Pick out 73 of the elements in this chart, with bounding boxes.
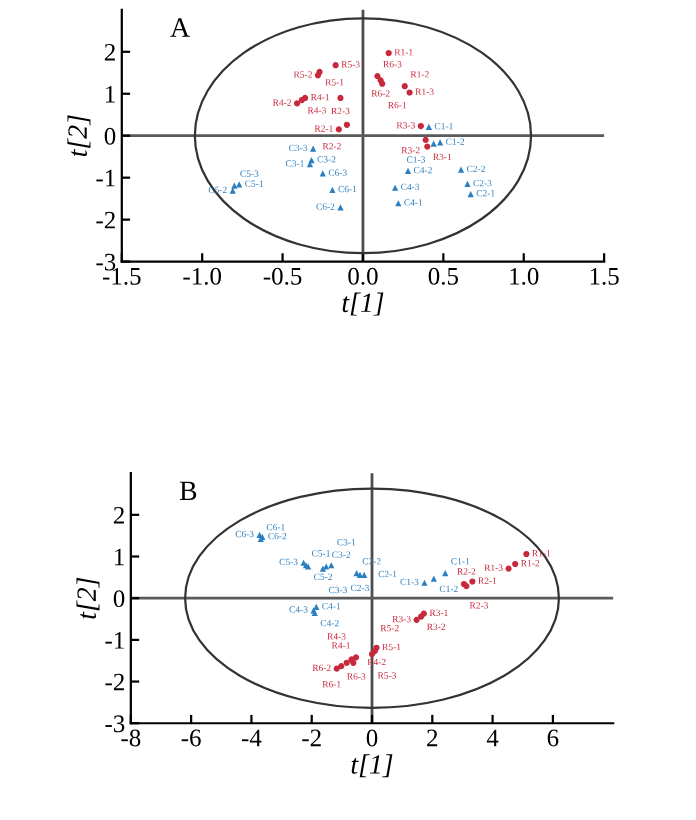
y-tick-label: -1	[96, 169, 115, 187]
point	[424, 143, 431, 150]
y-axis-title: t[2]	[76, 577, 100, 619]
x-tick-label: 2	[427, 729, 438, 747]
point	[413, 616, 420, 623]
chart-title: B	[179, 481, 197, 500]
point	[422, 136, 429, 144]
point	[404, 167, 412, 175]
point	[333, 665, 340, 672]
x-tick-label: -2	[302, 729, 321, 747]
point	[319, 565, 326, 572]
y-tick-label: -3	[96, 253, 116, 271]
point	[457, 166, 465, 173]
point	[512, 560, 519, 568]
point	[338, 663, 345, 670]
y-tick-label: -2	[105, 673, 124, 691]
point	[337, 204, 344, 211]
point	[310, 145, 317, 152]
point	[395, 200, 402, 207]
point	[392, 184, 399, 191]
point	[319, 170, 326, 177]
y-axis-title: t[2]	[67, 115, 91, 157]
point	[361, 571, 368, 578]
x-tick-label: 0.5	[428, 267, 458, 285]
x-tick-label: 1.5	[590, 267, 619, 285]
x-tick-label: -1.0	[183, 267, 222, 285]
point	[332, 62, 339, 69]
point	[343, 121, 350, 128]
x-tick-label: 0	[366, 729, 378, 747]
point	[406, 89, 413, 96]
y-tick-label: 2	[113, 506, 124, 524]
y-tick-label: 2	[104, 43, 115, 61]
point	[385, 49, 392, 57]
point	[421, 579, 428, 586]
point	[417, 122, 424, 130]
point	[335, 126, 342, 133]
y-tick-label: -2	[96, 211, 115, 229]
point	[323, 563, 330, 570]
point	[401, 83, 408, 90]
y-tick-label: -1	[105, 632, 124, 649]
point	[293, 100, 301, 107]
point	[229, 187, 236, 194]
point	[306, 161, 314, 168]
y-tick-label: 0	[104, 127, 116, 145]
point	[467, 190, 474, 198]
y-tick-label: 1	[105, 85, 115, 103]
point	[430, 575, 437, 582]
point	[337, 94, 344, 102]
point	[343, 659, 350, 666]
x-tick-label: -1.5	[102, 267, 141, 285]
point	[425, 123, 432, 130]
point	[505, 565, 512, 572]
x-tick-label: 1.0	[510, 267, 539, 285]
x-tick-label: 0.0	[348, 267, 378, 285]
point	[523, 550, 530, 558]
y-tick-label: -3	[105, 715, 125, 733]
x-axis-title: t[1]	[351, 754, 393, 778]
x-tick-label: 6	[547, 729, 559, 747]
x-axis-title: t[1]	[342, 292, 384, 316]
x-tick-label: -6	[181, 729, 201, 747]
x-tick-label: -4	[241, 729, 262, 747]
chart-title: A	[170, 18, 190, 37]
y-tick-label: 1	[114, 548, 124, 566]
point	[231, 182, 238, 189]
point	[437, 139, 444, 146]
x-tick-label: -8	[121, 729, 141, 747]
x-tick-label: -0.5	[263, 267, 302, 285]
y-tick-label: 0	[113, 590, 125, 608]
point	[329, 186, 336, 193]
point	[469, 578, 476, 585]
point	[430, 140, 437, 147]
point	[464, 180, 471, 188]
x-tick-label: 4	[486, 729, 499, 747]
